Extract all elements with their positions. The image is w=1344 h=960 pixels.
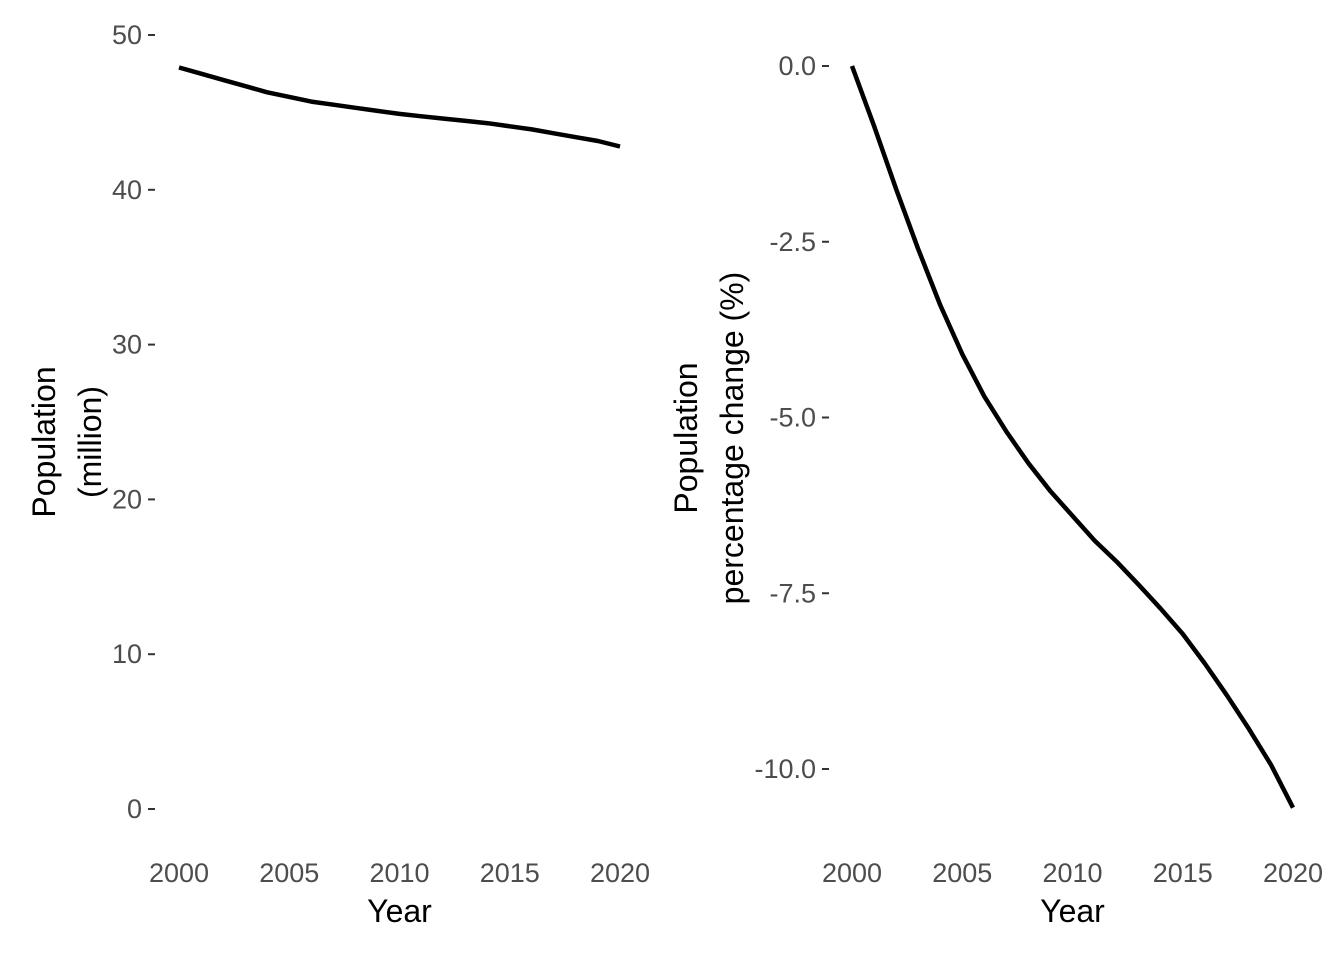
x-axis-title: Year — [367, 893, 432, 929]
x-tick-label: 2005 — [932, 858, 992, 888]
x-tick-label: 2010 — [1042, 858, 1102, 888]
y-tick-label: -5.0 — [769, 403, 816, 433]
y-axis-title-line: (million) — [72, 386, 108, 498]
y-tick-label: 40 — [112, 175, 142, 205]
y-tick-label: 20 — [112, 484, 142, 514]
series-line-pct-change — [849, 65, 1296, 809]
x-tick-label: 2000 — [822, 858, 882, 888]
y-axis-title-line: percentage change (%) — [714, 272, 750, 605]
y-tick-label: 10 — [112, 639, 142, 669]
percentage-change-panel: 0.0 -2.5 -5.0 -7.5 -10.0 2000 2005 2010 2015 2020… — [668, 51, 1323, 929]
x-tick-label: 2015 — [1153, 858, 1213, 888]
y-axis-title-line: Population — [668, 362, 704, 513]
y-tick-label: 30 — [112, 330, 142, 360]
y-tick-label: -7.5 — [769, 578, 816, 608]
series-line-population — [178, 65, 621, 149]
x-tick-label: 2000 — [149, 858, 209, 888]
y-tick-label: 0 — [127, 794, 142, 824]
x-tick-label: 2020 — [1263, 858, 1323, 888]
y-tick-label: 50 — [112, 20, 142, 50]
x-axis-title: Year — [1040, 893, 1105, 929]
y-tick-label: 0.0 — [778, 51, 816, 81]
population-panel: 0 10 20 30 40 50 2000 2005 2010 2015 2020 Year Popul… — [26, 20, 650, 929]
y-tick-label: -2.5 — [769, 227, 816, 257]
y-axis-title-line: Population — [26, 366, 62, 517]
x-tick-label: 2015 — [480, 858, 540, 888]
x-tick-label: 2020 — [590, 858, 650, 888]
y-tick-label: -10.0 — [754, 754, 816, 784]
x-tick-label: 2005 — [259, 858, 319, 888]
x-tick-label: 2010 — [369, 858, 429, 888]
